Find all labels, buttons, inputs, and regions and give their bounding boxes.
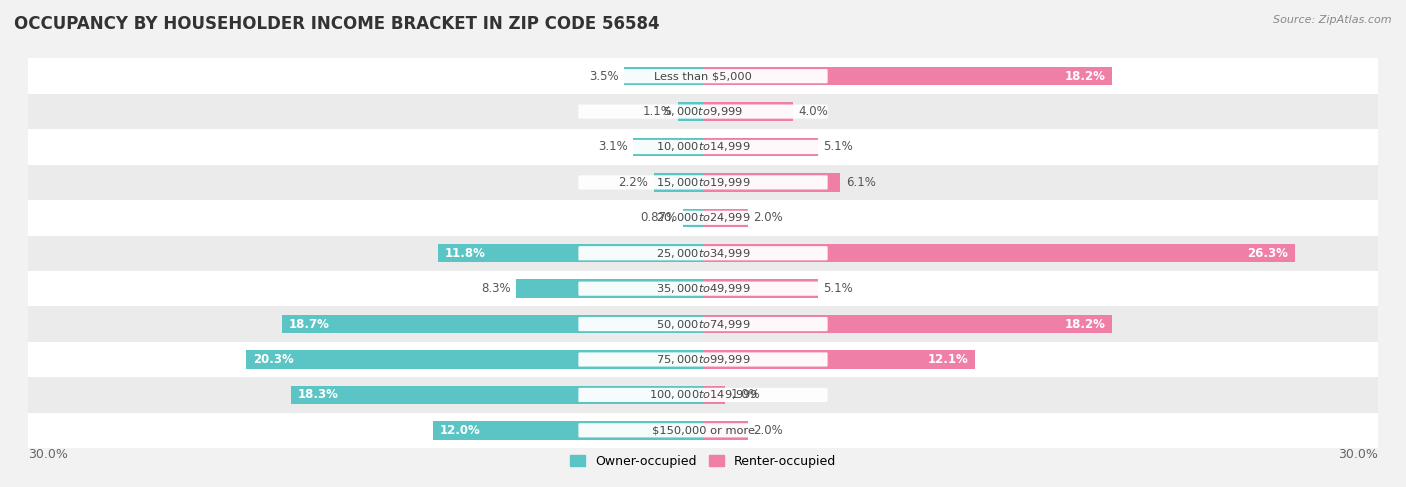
Bar — [283, 315, 703, 333]
Text: $5,000 to $9,999: $5,000 to $9,999 — [664, 105, 742, 118]
Text: 18.3%: 18.3% — [298, 389, 339, 401]
Text: 2.0%: 2.0% — [754, 211, 783, 225]
FancyBboxPatch shape — [578, 69, 828, 83]
Text: 11.8%: 11.8% — [444, 247, 485, 260]
Bar — [633, 138, 703, 156]
Text: 18.2%: 18.2% — [1064, 318, 1105, 331]
Text: 3.1%: 3.1% — [598, 140, 627, 153]
FancyBboxPatch shape — [578, 353, 828, 367]
Text: $35,000 to $49,999: $35,000 to $49,999 — [655, 282, 751, 295]
Text: 1.0%: 1.0% — [731, 389, 761, 401]
Text: $50,000 to $74,999: $50,000 to $74,999 — [655, 318, 751, 331]
Bar — [703, 280, 818, 298]
Bar — [28, 58, 1378, 94]
Legend: Owner-occupied, Renter-occupied: Owner-occupied, Renter-occupied — [565, 450, 841, 473]
Text: 30.0%: 30.0% — [1339, 448, 1378, 461]
Text: 30.0%: 30.0% — [28, 448, 67, 461]
Bar — [703, 315, 1112, 333]
Bar — [246, 350, 703, 369]
Bar — [678, 102, 703, 121]
Text: $15,000 to $19,999: $15,000 to $19,999 — [655, 176, 751, 189]
Bar — [703, 244, 1295, 262]
Bar — [28, 271, 1378, 306]
Bar — [703, 350, 976, 369]
FancyBboxPatch shape — [578, 175, 828, 189]
Bar — [703, 421, 748, 440]
Bar — [703, 386, 725, 404]
Text: 26.3%: 26.3% — [1247, 247, 1288, 260]
Text: Source: ZipAtlas.com: Source: ZipAtlas.com — [1274, 15, 1392, 25]
Text: $100,000 to $149,999: $100,000 to $149,999 — [648, 389, 758, 401]
Bar — [516, 280, 703, 298]
Text: OCCUPANCY BY HOUSEHOLDER INCOME BRACKET IN ZIP CODE 56584: OCCUPANCY BY HOUSEHOLDER INCOME BRACKET … — [14, 15, 659, 33]
Bar — [683, 208, 703, 227]
Text: $75,000 to $99,999: $75,000 to $99,999 — [655, 353, 751, 366]
Text: 12.1%: 12.1% — [928, 353, 969, 366]
Bar — [703, 102, 793, 121]
Bar — [654, 173, 703, 191]
FancyBboxPatch shape — [578, 423, 828, 437]
Text: 1.1%: 1.1% — [643, 105, 672, 118]
Bar — [28, 306, 1378, 342]
Text: $25,000 to $34,999: $25,000 to $34,999 — [655, 247, 751, 260]
Bar — [28, 342, 1378, 377]
Text: $20,000 to $24,999: $20,000 to $24,999 — [655, 211, 751, 225]
FancyBboxPatch shape — [578, 317, 828, 331]
Bar — [291, 386, 703, 404]
Text: 3.5%: 3.5% — [589, 70, 619, 83]
Text: 20.3%: 20.3% — [253, 353, 294, 366]
Text: 5.1%: 5.1% — [824, 282, 853, 295]
FancyBboxPatch shape — [578, 140, 828, 154]
FancyBboxPatch shape — [578, 105, 828, 119]
Bar — [433, 421, 703, 440]
Text: Less than $5,000: Less than $5,000 — [654, 71, 752, 81]
Text: 8.3%: 8.3% — [481, 282, 510, 295]
Bar — [28, 200, 1378, 236]
Bar — [28, 129, 1378, 165]
Bar — [437, 244, 703, 262]
FancyBboxPatch shape — [578, 281, 828, 296]
Text: 2.0%: 2.0% — [754, 424, 783, 437]
Bar — [703, 173, 841, 191]
Bar — [28, 412, 1378, 448]
FancyBboxPatch shape — [578, 388, 828, 402]
Bar — [28, 236, 1378, 271]
Text: 6.1%: 6.1% — [846, 176, 876, 189]
Bar — [703, 67, 1112, 85]
Bar — [28, 165, 1378, 200]
Text: 12.0%: 12.0% — [440, 424, 481, 437]
Text: $150,000 or more: $150,000 or more — [651, 425, 755, 435]
Text: 0.87%: 0.87% — [641, 211, 678, 225]
Bar — [28, 377, 1378, 412]
Text: 4.0%: 4.0% — [799, 105, 828, 118]
Bar — [624, 67, 703, 85]
Text: 18.7%: 18.7% — [290, 318, 330, 331]
Text: $10,000 to $14,999: $10,000 to $14,999 — [655, 140, 751, 153]
Bar — [28, 94, 1378, 129]
Bar — [703, 138, 818, 156]
Text: 2.2%: 2.2% — [619, 176, 648, 189]
FancyBboxPatch shape — [578, 211, 828, 225]
FancyBboxPatch shape — [578, 246, 828, 261]
Text: 5.1%: 5.1% — [824, 140, 853, 153]
Text: 18.2%: 18.2% — [1064, 70, 1105, 83]
Bar — [703, 208, 748, 227]
